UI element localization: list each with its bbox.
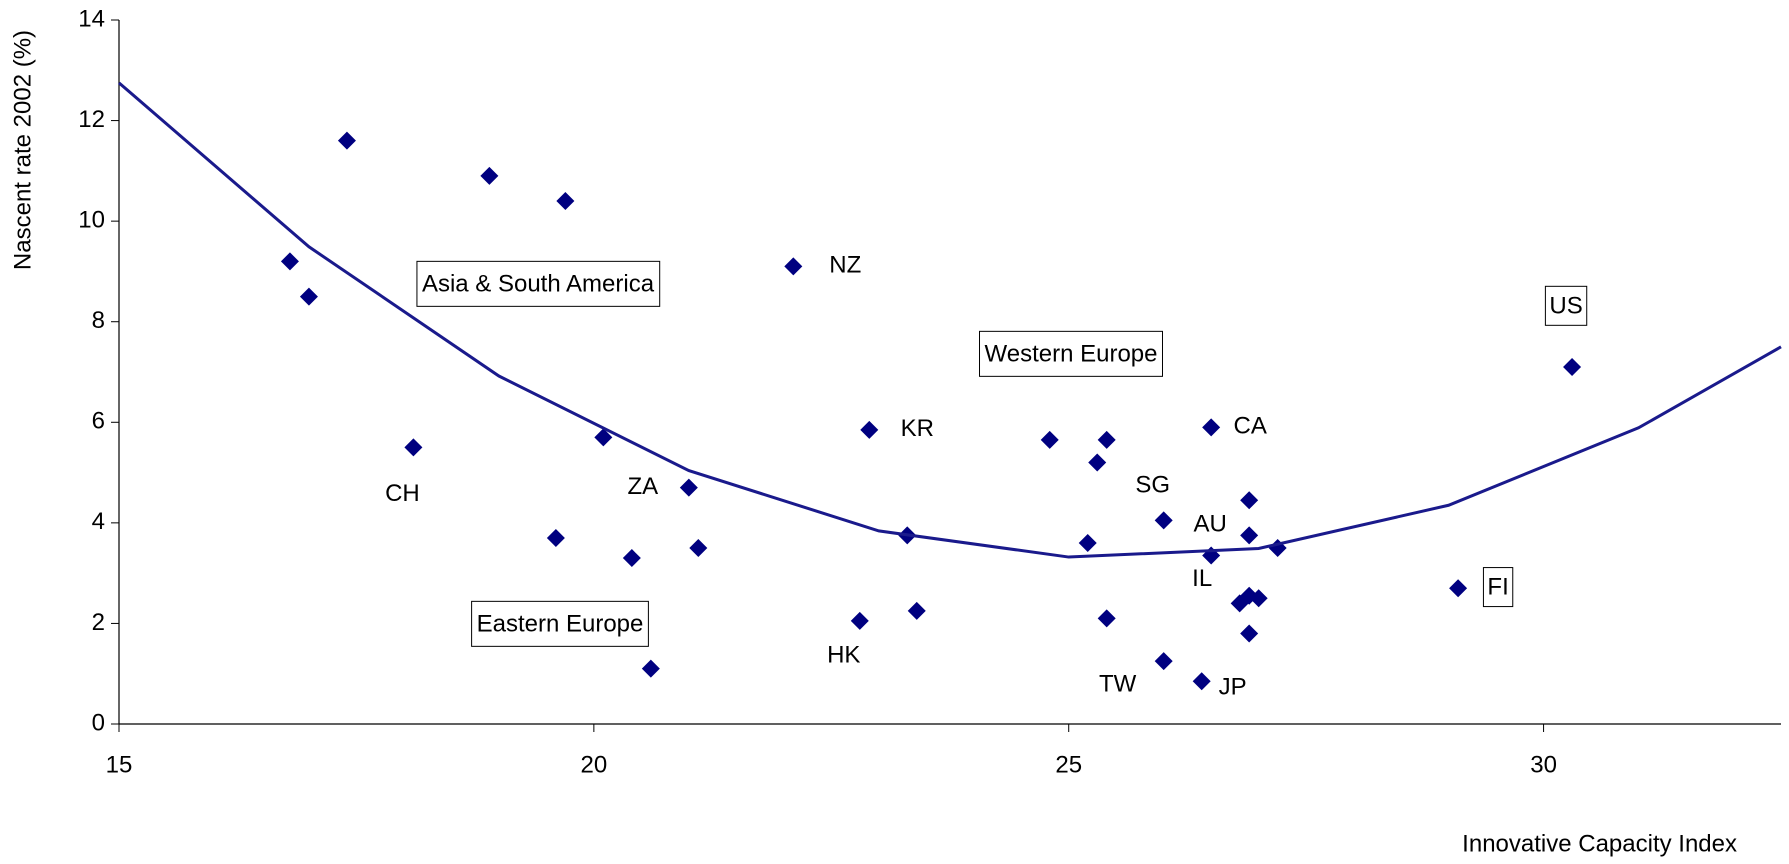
region-label: Asia & South America bbox=[422, 270, 655, 297]
x-tick-label: 20 bbox=[581, 751, 608, 778]
x-tick-label: 30 bbox=[1530, 751, 1557, 778]
point bbox=[850, 611, 869, 630]
trend-line bbox=[118, 81, 1782, 559]
x-tick-label: 25 bbox=[1055, 751, 1082, 778]
point-label: CA bbox=[1233, 413, 1266, 440]
region-box bbox=[471, 600, 649, 647]
point bbox=[1449, 579, 1468, 598]
label-box bbox=[1544, 285, 1588, 326]
point bbox=[784, 257, 803, 276]
point bbox=[907, 601, 926, 620]
label-box bbox=[1482, 567, 1514, 608]
point bbox=[1563, 357, 1582, 376]
point bbox=[594, 428, 613, 447]
point bbox=[1078, 533, 1097, 552]
point-label: AU bbox=[1193, 511, 1226, 538]
point bbox=[1154, 652, 1173, 671]
y-tick-label: 10 bbox=[78, 206, 105, 233]
region-box bbox=[416, 260, 661, 307]
y-tick-label: 14 bbox=[78, 5, 105, 32]
region-box bbox=[979, 330, 1163, 377]
point-label: JP bbox=[1219, 674, 1247, 701]
point-label: KR bbox=[901, 415, 934, 442]
point bbox=[280, 252, 299, 271]
point bbox=[1097, 609, 1116, 628]
point bbox=[1154, 511, 1173, 530]
point bbox=[1240, 526, 1259, 545]
point-label: ZA bbox=[627, 473, 658, 500]
point bbox=[641, 659, 660, 678]
point bbox=[404, 438, 423, 457]
region-label: Eastern Europe bbox=[477, 610, 644, 637]
point-label: SG bbox=[1135, 472, 1170, 499]
point-label: US bbox=[1549, 292, 1582, 319]
point bbox=[679, 478, 698, 497]
point bbox=[337, 131, 356, 150]
region-label: Western Europe bbox=[985, 340, 1158, 367]
point bbox=[299, 287, 318, 306]
point bbox=[546, 528, 565, 547]
y-tick-label: 8 bbox=[92, 307, 105, 334]
y-tick-label: 6 bbox=[92, 408, 105, 435]
x-tick-label: 15 bbox=[106, 751, 133, 778]
point bbox=[1240, 491, 1259, 510]
point bbox=[1240, 624, 1259, 643]
point bbox=[1040, 430, 1059, 449]
point bbox=[622, 549, 641, 568]
point-label: TW bbox=[1099, 670, 1137, 697]
point bbox=[1097, 430, 1116, 449]
point bbox=[480, 166, 499, 185]
point bbox=[689, 539, 708, 557]
point-label: CH bbox=[385, 480, 420, 507]
y-tick-label: 4 bbox=[92, 508, 105, 535]
y-tick-label: 2 bbox=[92, 609, 105, 636]
point-label: NZ bbox=[829, 252, 861, 279]
point-label: IL bbox=[1192, 565, 1212, 592]
y-tick-label: 12 bbox=[78, 106, 105, 133]
point bbox=[1192, 672, 1211, 691]
point bbox=[1202, 418, 1221, 437]
point bbox=[1249, 589, 1268, 608]
point bbox=[860, 420, 879, 439]
point bbox=[1088, 453, 1107, 472]
x-axis-title: Innovative Capacity Index bbox=[1462, 830, 1737, 857]
point-label: HK bbox=[827, 641, 860, 668]
point-label: FI bbox=[1487, 574, 1508, 601]
y-axis-title: Nascent rate 2002 (%) bbox=[9, 30, 36, 270]
point bbox=[556, 192, 575, 211]
y-tick-label: 0 bbox=[92, 709, 105, 736]
